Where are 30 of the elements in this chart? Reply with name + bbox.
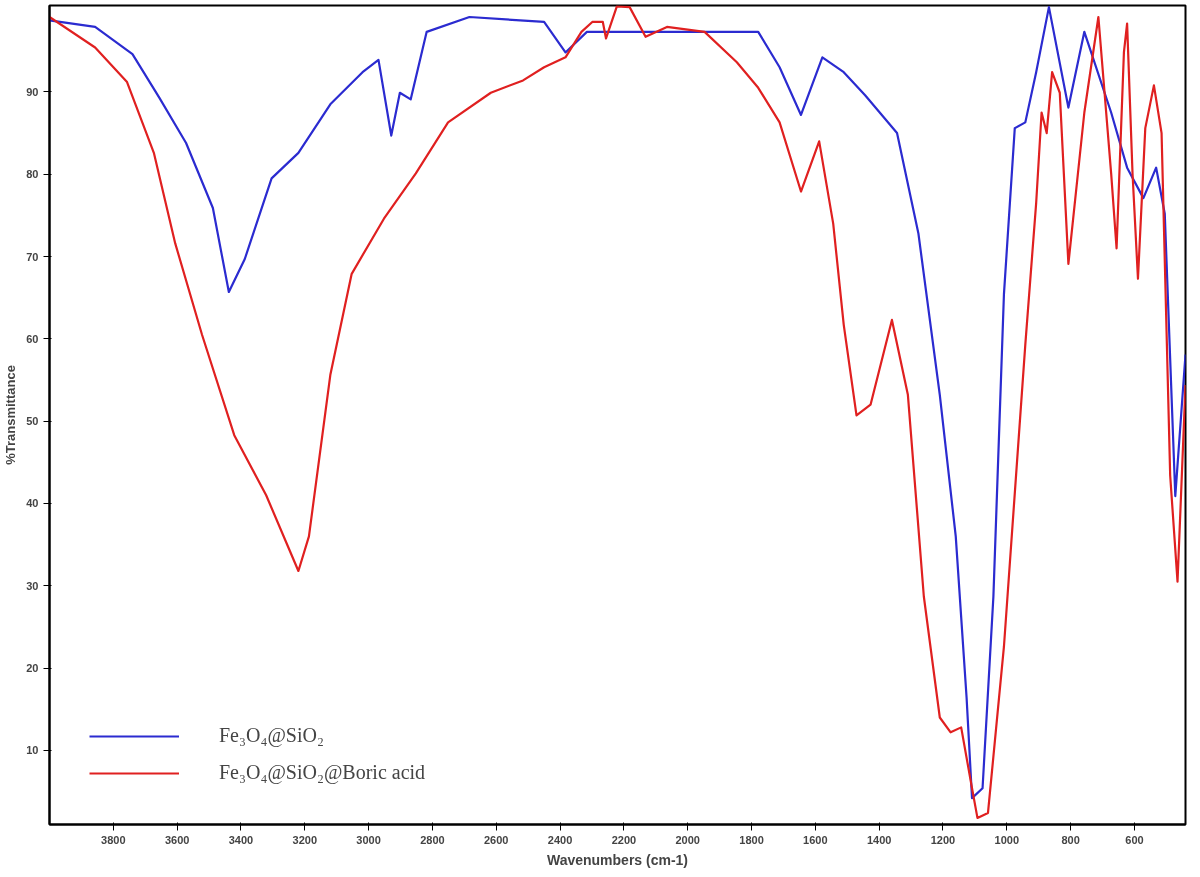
x-tick-label: 2800 — [420, 833, 445, 846]
x-tick-label: 2600 — [484, 833, 509, 846]
y-tick-label: 50 — [26, 415, 39, 428]
x-tick-label: 1600 — [803, 833, 828, 846]
y-tick-label: 30 — [26, 579, 39, 592]
legend-label: Fe₃O₄@SiO₂ — [219, 724, 324, 747]
x-tick-label: 3200 — [292, 833, 318, 846]
y-axis-title: %Transmittance — [3, 365, 19, 465]
x-tick-label: 3800 — [101, 833, 126, 846]
legend-label: Fe₃O₄@SiO₂@Boric acid — [219, 761, 426, 784]
x-tick-label: 1000 — [994, 833, 1020, 846]
y-tick-label: 90 — [26, 85, 39, 98]
x-tick-label: 600 — [1125, 833, 1144, 846]
x-tick-label: 1400 — [866, 833, 892, 846]
x-tick-label: 3000 — [356, 833, 381, 846]
y-tick-label: 80 — [26, 168, 39, 181]
x-tick-label: 1800 — [739, 833, 764, 846]
x-axis-title: Wavenumbers (cm-1) — [546, 851, 689, 868]
y-tick-label: 70 — [26, 250, 39, 263]
y-tick-label: 40 — [26, 497, 39, 510]
y-tick-label: 10 — [26, 744, 39, 757]
x-tick-label: 3400 — [228, 833, 254, 846]
x-tick-label: 800 — [1061, 833, 1080, 846]
x-tick-label: 3600 — [164, 833, 190, 846]
x-tick-label: 1200 — [930, 833, 956, 846]
x-tick-label: 2200 — [611, 833, 637, 846]
y-tick-label: 60 — [26, 332, 39, 345]
x-tick-label: 2400 — [547, 833, 573, 846]
y-tick-label: 20 — [26, 662, 39, 675]
x-tick-label: 2000 — [675, 833, 700, 846]
